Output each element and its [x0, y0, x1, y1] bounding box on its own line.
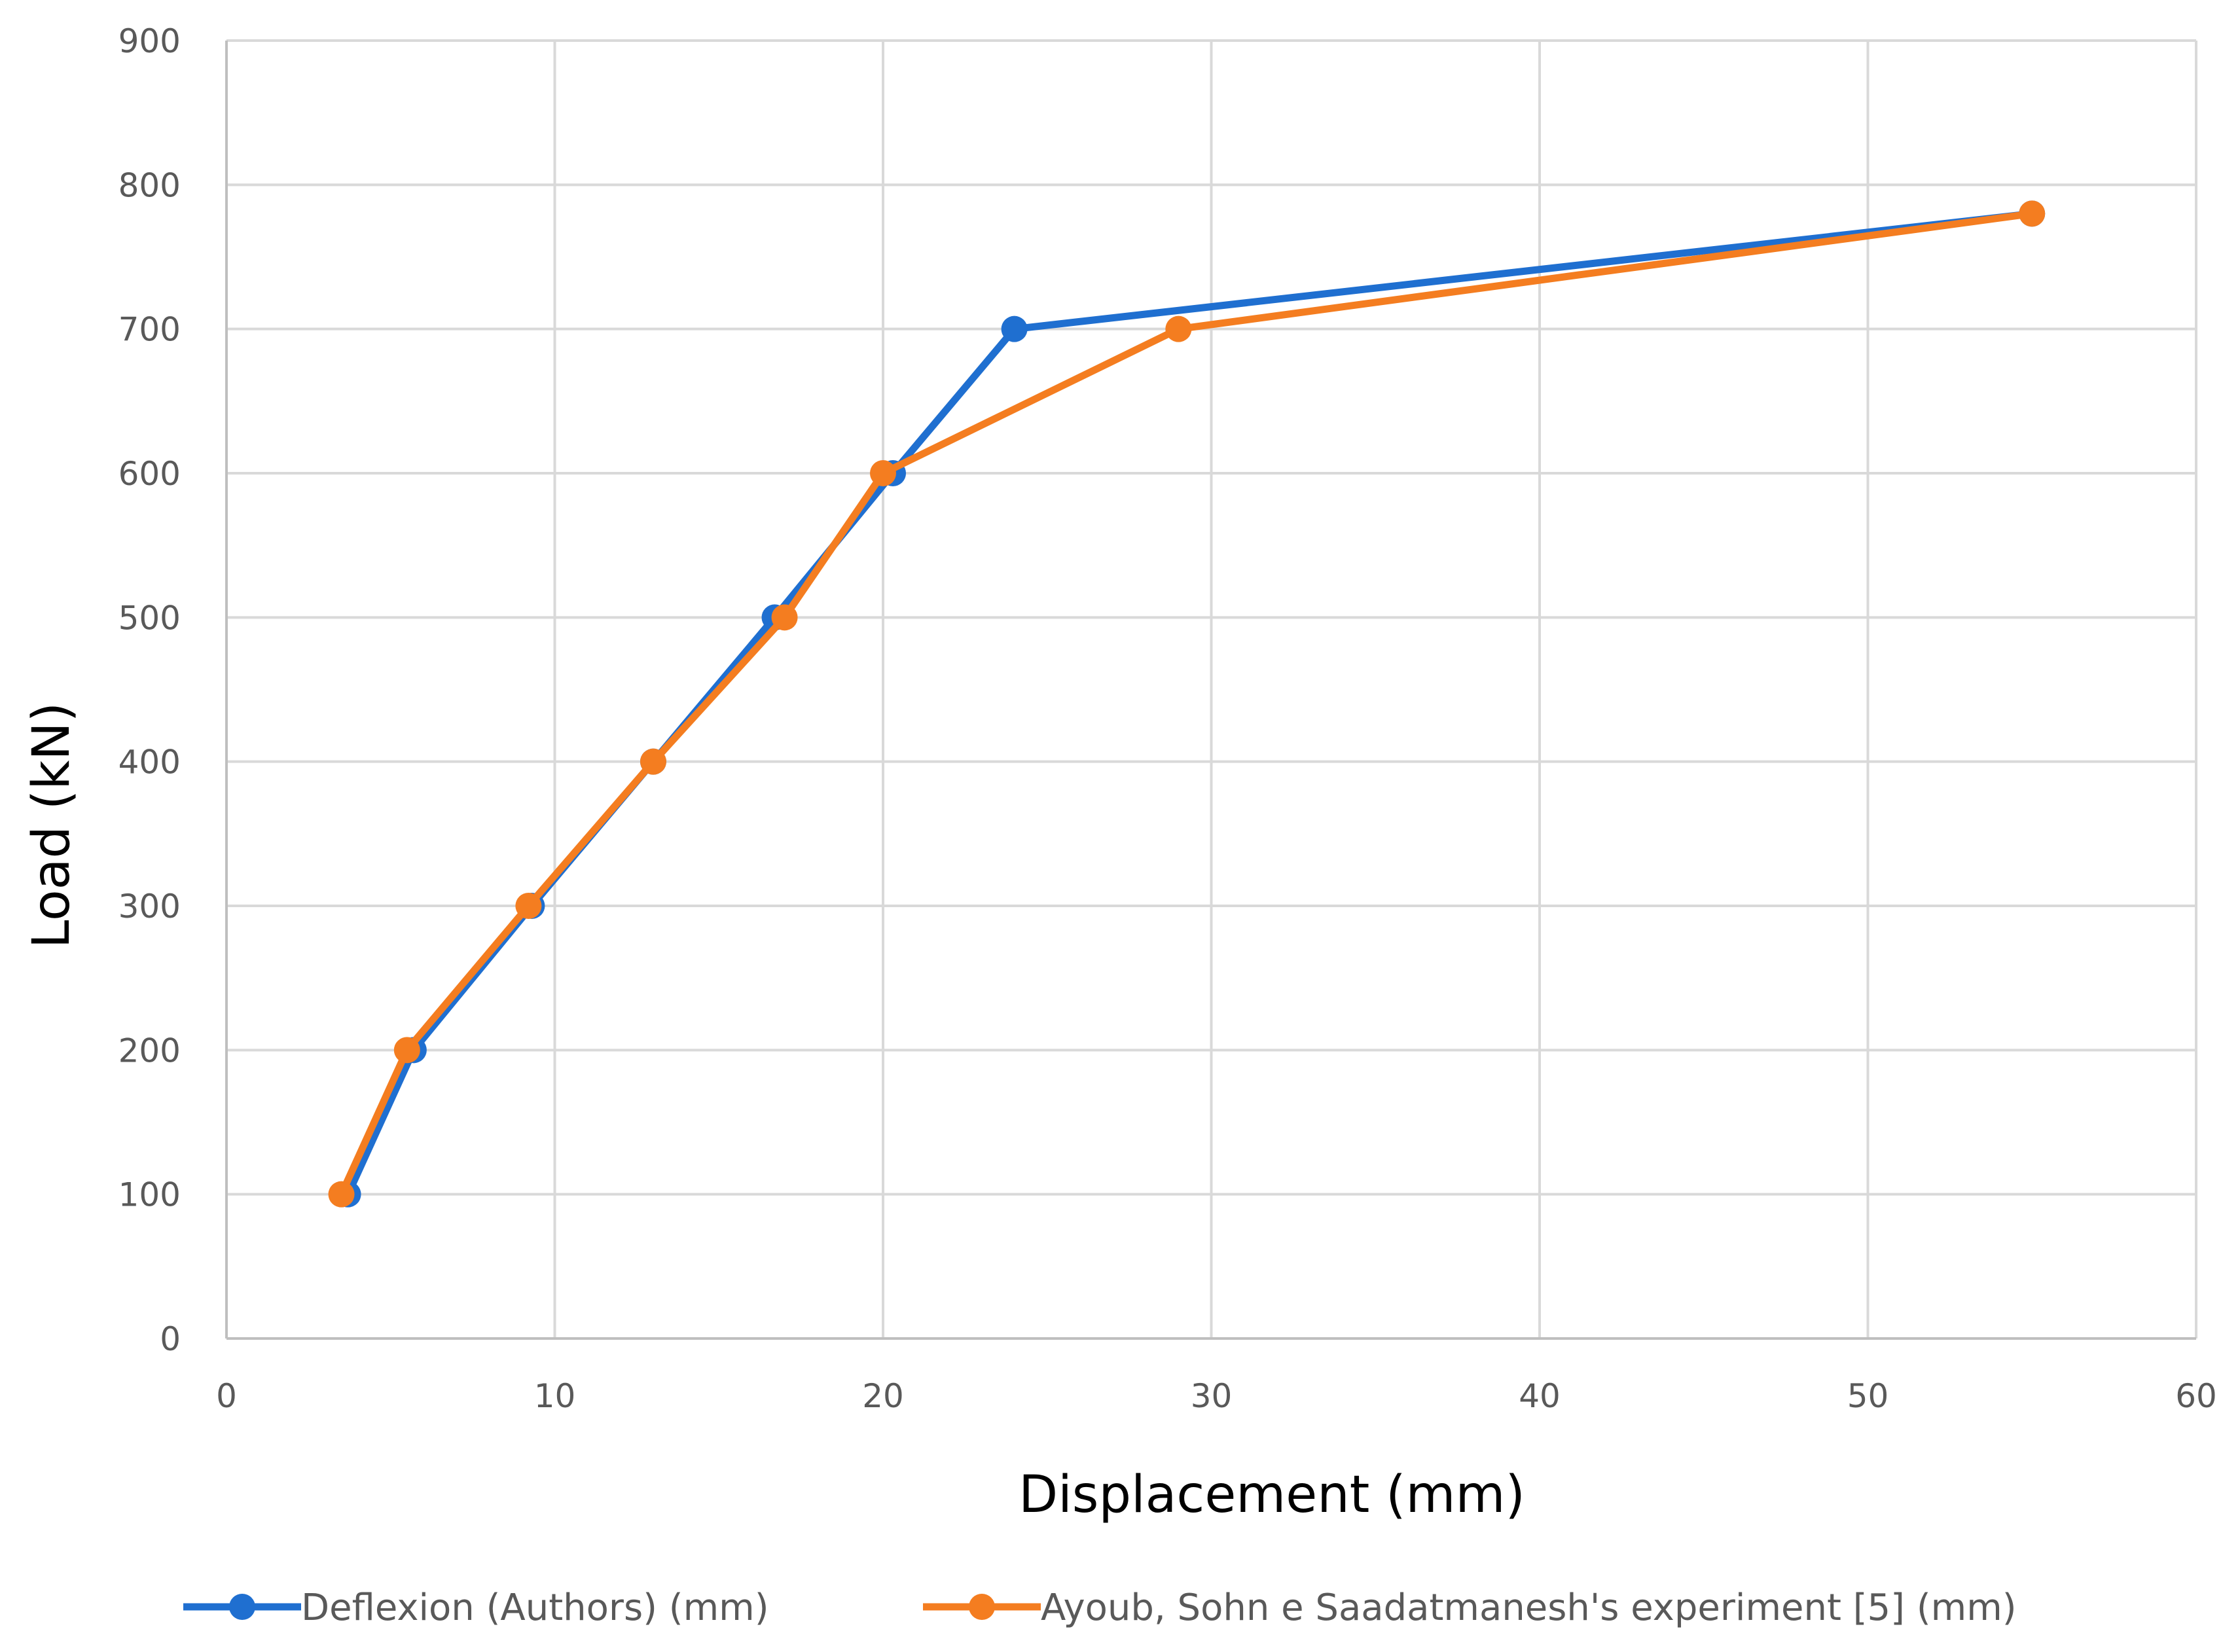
legend-label-2: Ayoub, Sohn e Saadatmanesh's experiment …	[1041, 1587, 2017, 1629]
series-2-point-6	[870, 460, 896, 486]
y-tick-label-900: 900	[118, 22, 181, 60]
y-tick-label-800: 800	[118, 166, 181, 204]
series-2-point-8	[2019, 200, 2046, 227]
legend: Deflexion (Authors) (mm) Ayoub, Sohn e Sa…	[183, 1587, 2017, 1629]
y-tick-label-200: 200	[118, 1032, 181, 1069]
y-axis-title: Load (kN)	[22, 702, 81, 948]
x-tick-label-40: 40	[1519, 1377, 1561, 1415]
y-tick-labels: 0 100 200 300 400 500 600 700 800 900	[118, 22, 181, 1358]
y-tick-label-0: 0	[160, 1320, 181, 1358]
series-1-line	[344, 209, 2036, 1198]
x-axis-title: Displacement (mm)	[1019, 1465, 1525, 1524]
x-tick-label-20: 20	[862, 1377, 904, 1415]
series-1-point-7	[1001, 315, 1028, 342]
series-2-point-7	[1165, 315, 1192, 342]
y-tick-label-700: 700	[118, 311, 181, 349]
series-2-point-5	[771, 604, 798, 631]
legend-item-1: Deflexion (Authors) (mm)	[183, 1587, 769, 1629]
series-2	[328, 200, 2046, 1208]
legend-item-2: Ayoub, Sohn e Saadatmanesh's experiment …	[923, 1587, 2017, 1629]
gridlines	[226, 39, 2197, 1338]
x-tick-label-0: 0	[216, 1377, 237, 1415]
y-tick-label-600: 600	[118, 455, 181, 493]
legend-label-1: Deflexion (Authors) (mm)	[301, 1587, 769, 1629]
series-2-line	[338, 209, 2036, 1198]
legend-marker-1	[229, 1594, 255, 1620]
x-tick-label-10: 10	[534, 1377, 576, 1415]
y-tick-label-500: 500	[118, 599, 181, 637]
y-tick-label-100: 100	[118, 1176, 181, 1214]
x-tick-label-30: 30	[1191, 1377, 1233, 1415]
series	[328, 200, 2046, 1208]
y-tick-label-300: 300	[118, 888, 181, 925]
y-tick-label-400: 400	[118, 744, 181, 781]
series-2-point-3	[515, 893, 542, 919]
legend-marker-2	[969, 1594, 995, 1620]
x-tick-label-60: 60	[2175, 1377, 2217, 1415]
x-tick-labels: 0 10 20 30 40 50 60	[216, 1377, 2217, 1415]
x-tick-label-50: 50	[1847, 1377, 1889, 1415]
series-2-point-2	[393, 1037, 420, 1064]
series-2-point-4	[640, 748, 666, 775]
series-2-point-1	[328, 1181, 355, 1208]
axes	[225, 41, 2196, 1340]
